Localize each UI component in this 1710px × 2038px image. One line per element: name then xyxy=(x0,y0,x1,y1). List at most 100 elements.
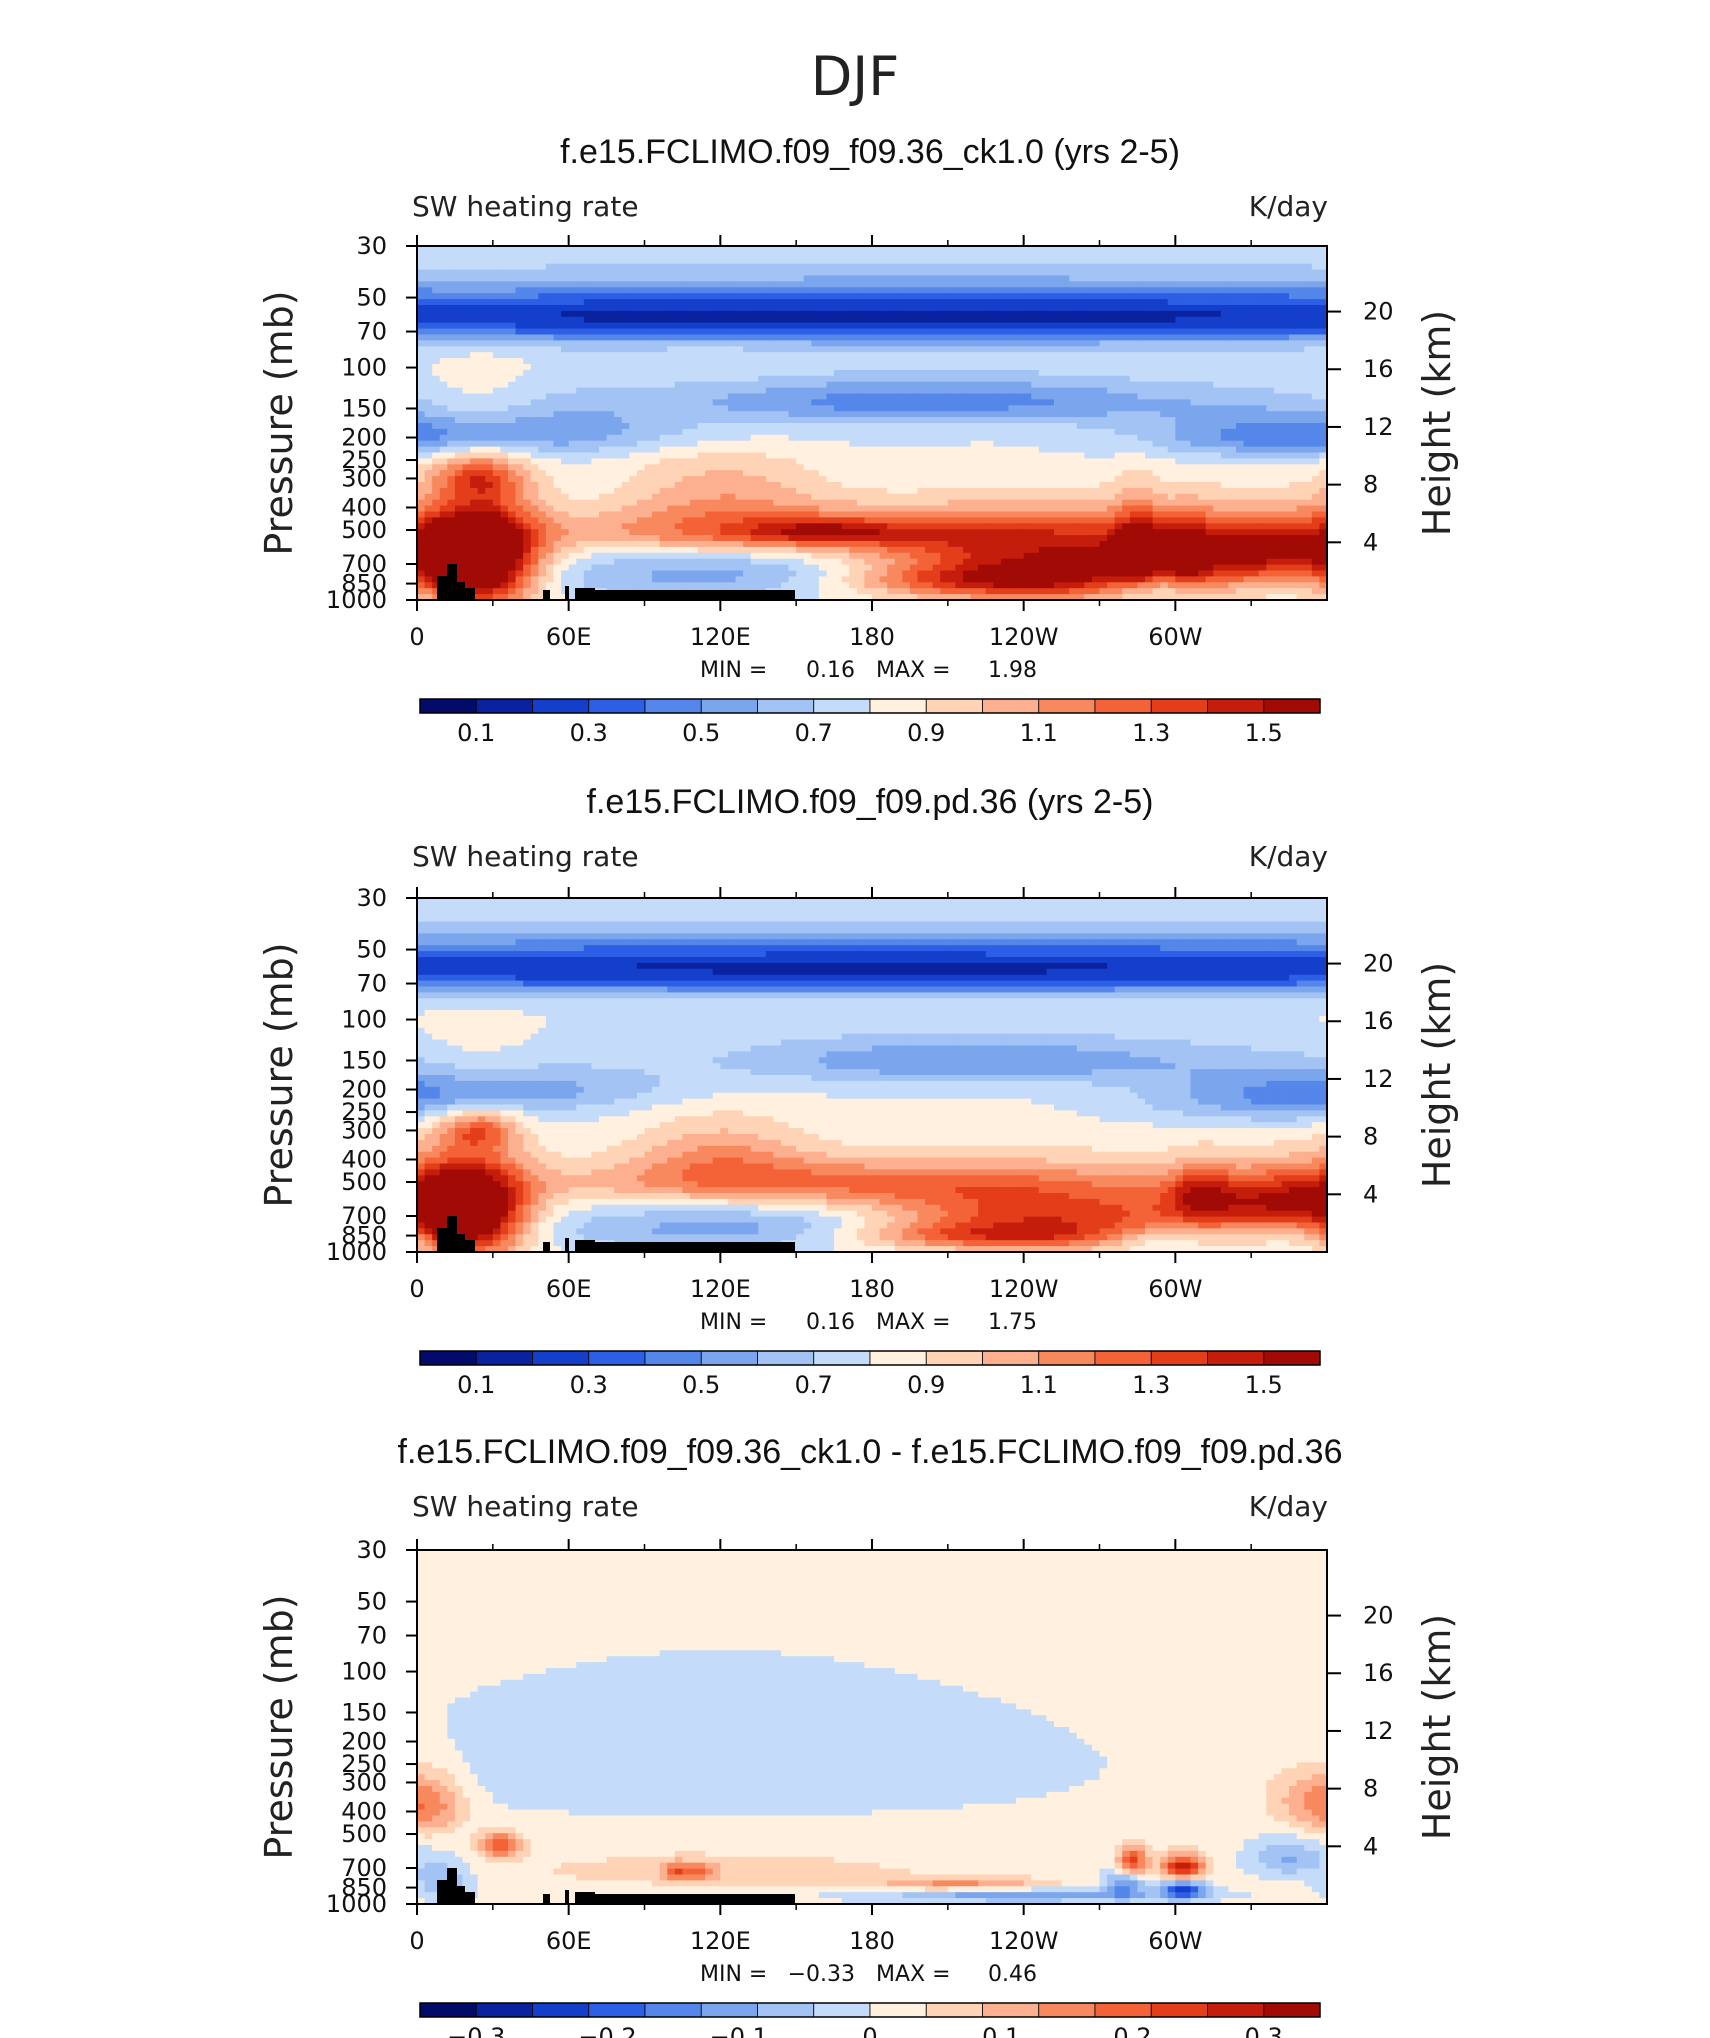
heatmap-cell xyxy=(667,440,676,448)
heatmap-cell xyxy=(621,487,630,495)
heatmap-cell xyxy=(765,487,775,495)
heatmap-cell xyxy=(576,310,585,318)
heatmap-cell xyxy=(765,299,775,306)
heatmap-cell xyxy=(917,352,926,359)
heatmap-cell xyxy=(1038,446,1048,454)
heatmap-cell xyxy=(985,452,994,459)
heatmap-cell xyxy=(1289,428,1298,436)
heatmap-cell xyxy=(477,310,486,318)
heatmap-cell xyxy=(811,446,820,454)
heatmap-cell xyxy=(508,364,517,371)
heatmap-cell xyxy=(568,358,577,365)
heatmap-cell xyxy=(477,428,486,436)
heatmap-cell xyxy=(834,287,843,294)
heatmap-cell xyxy=(553,393,562,400)
heatmap-cell xyxy=(462,305,471,312)
heatmap-cell xyxy=(811,434,820,442)
heatmap-cell xyxy=(811,281,820,288)
heatmap-cell xyxy=(561,417,570,424)
heatmap-cell xyxy=(856,316,866,324)
heatmap-cell xyxy=(705,476,714,483)
heatmap-cell xyxy=(864,293,873,300)
heatmap-cell xyxy=(424,375,433,383)
heatmap-cell xyxy=(561,299,570,306)
heatmap-cell xyxy=(811,375,820,383)
heatmap-cell xyxy=(1198,470,1207,477)
heatmap-cell xyxy=(606,393,615,400)
heatmap-cell xyxy=(811,369,820,377)
heatmap-cell xyxy=(864,458,873,465)
heatmap-cell xyxy=(553,293,562,300)
heatmap-cell xyxy=(894,246,903,253)
heatmap-cell xyxy=(803,464,812,471)
heatmap-cell xyxy=(849,310,858,318)
heatmap-cell xyxy=(417,381,426,389)
heatmap-cell xyxy=(515,334,524,341)
heatmap-cell xyxy=(894,299,903,306)
heatmap-cell xyxy=(834,310,843,318)
heatmap-cell xyxy=(1054,417,1063,424)
heatmap-cell xyxy=(432,251,441,259)
heatmap-cell xyxy=(1152,381,1161,389)
heatmap-cell xyxy=(538,411,547,418)
heatmap-cell xyxy=(909,263,919,271)
heatmap-cell xyxy=(826,411,835,418)
heatmap-cell xyxy=(720,251,729,259)
heatmap-cell xyxy=(1046,470,1055,477)
heatmap-cell xyxy=(1289,399,1298,406)
heatmap-cell xyxy=(735,263,744,271)
heatmap-cell xyxy=(743,387,752,395)
heatmap-cell xyxy=(773,251,782,259)
heatmap-cell xyxy=(1129,257,1139,265)
heatmap-cell xyxy=(1145,470,1154,477)
heatmap-cell xyxy=(750,369,759,377)
heatmap-cell xyxy=(576,411,585,418)
heatmap-cell xyxy=(1251,417,1260,424)
heatmap-cell xyxy=(720,275,729,282)
heatmap-cell xyxy=(462,428,471,436)
heatmap-cell xyxy=(1137,470,1146,477)
heatmap-cell xyxy=(697,263,706,271)
heatmap-cell xyxy=(1054,458,1063,465)
heatmap-cell xyxy=(917,476,926,483)
heatmap-cell xyxy=(993,470,1002,477)
heatmap-cell xyxy=(879,246,888,253)
heatmap-cell xyxy=(591,322,600,330)
heatmap-cell xyxy=(568,281,577,288)
heatmap-cell xyxy=(1137,428,1146,436)
heatmap-cell xyxy=(667,275,676,282)
heatmap-cell xyxy=(1213,287,1222,294)
heatmap-cell xyxy=(720,458,729,465)
heatmap-cell xyxy=(834,369,843,377)
heatmap-cell xyxy=(1220,411,1230,418)
heatmap-cell xyxy=(1031,322,1040,330)
heatmap-cell xyxy=(1031,246,1040,253)
heatmap-cell xyxy=(758,440,767,448)
heatmap-cell xyxy=(1099,393,1108,400)
heatmap-cell xyxy=(1069,470,1078,477)
heatmap-cell xyxy=(1198,305,1207,312)
heatmap-cell xyxy=(583,334,593,341)
heatmap-cell xyxy=(1107,316,1116,324)
heatmap-cell xyxy=(417,411,426,418)
heatmap-cell xyxy=(978,369,987,377)
heatmap-cell xyxy=(1016,381,1025,389)
heatmap-cell xyxy=(917,423,926,430)
heatmap-cell xyxy=(576,375,585,383)
heatmap-cell xyxy=(1289,417,1298,424)
heatmap-cell xyxy=(417,358,426,365)
heatmap-cell xyxy=(652,487,661,495)
heatmap-cell xyxy=(1243,423,1252,430)
heatmap-cell xyxy=(599,387,608,395)
heatmap-cell xyxy=(1182,387,1192,395)
heatmap-cell xyxy=(1198,251,1207,259)
heatmap-cell xyxy=(417,257,426,265)
heatmap-cell xyxy=(1205,352,1214,359)
heatmap-cell xyxy=(834,423,843,430)
heatmap-cell xyxy=(621,369,630,377)
heatmap-cell xyxy=(644,381,653,389)
heatmap-cell xyxy=(1236,310,1245,318)
heatmap-cell xyxy=(1107,452,1116,459)
heatmap-cell xyxy=(902,387,911,395)
heatmap-cell xyxy=(1152,269,1161,277)
